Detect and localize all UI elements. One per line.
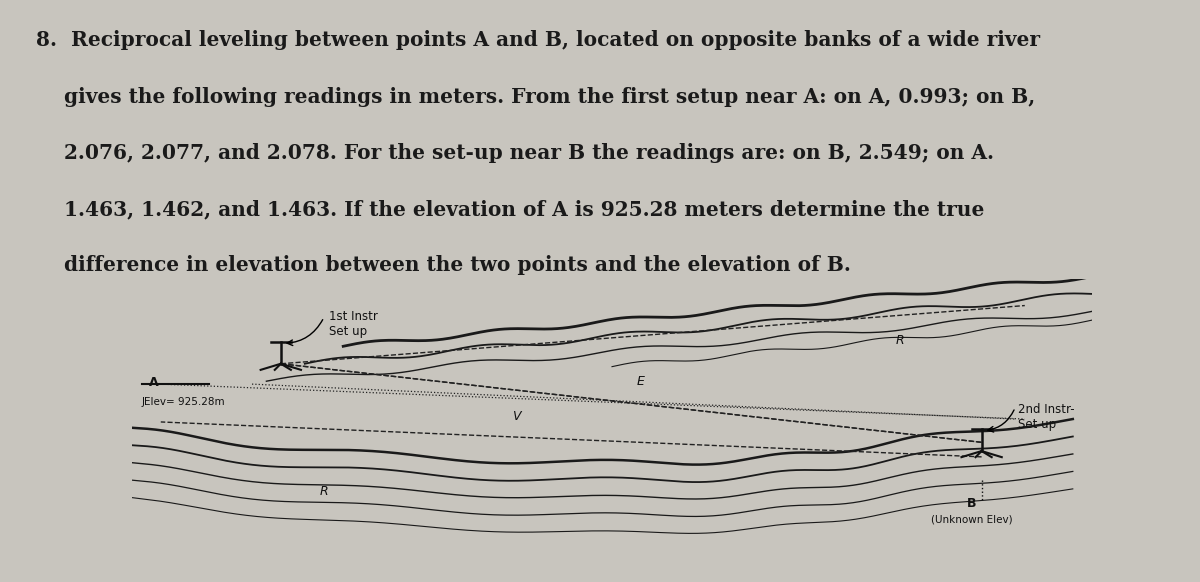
Text: B: B xyxy=(967,497,977,510)
Text: (Unknown Elev): (Unknown Elev) xyxy=(931,514,1013,525)
Text: gives the following readings in meters. From the first setup near A: on A, 0.993: gives the following readings in meters. … xyxy=(36,87,1034,107)
Text: E: E xyxy=(637,375,644,388)
Text: A: A xyxy=(149,376,158,389)
Text: 2.076, 2.077, and 2.078. For the set-up near B the readings are: on B, 2.549; on: 2.076, 2.077, and 2.078. For the set-up … xyxy=(36,143,994,163)
Text: R: R xyxy=(895,334,905,347)
Text: JElev= 925.28m: JElev= 925.28m xyxy=(142,396,226,407)
Text: 1st Instr
Set up: 1st Instr Set up xyxy=(329,310,378,338)
Text: 8.  Reciprocal leveling between points A and B, located on opposite banks of a w: 8. Reciprocal leveling between points A … xyxy=(36,30,1039,51)
Text: difference in elevation between the two points and the elevation of B.: difference in elevation between the two … xyxy=(36,255,851,275)
Text: V: V xyxy=(511,410,521,423)
Text: 2nd Instr-
Set up: 2nd Instr- Set up xyxy=(1018,403,1075,431)
Text: R: R xyxy=(319,485,329,498)
Text: 1.463, 1.462, and 1.463. If the elevation of A is 925.28 meters determine the tr: 1.463, 1.462, and 1.463. If the elevatio… xyxy=(36,199,984,219)
